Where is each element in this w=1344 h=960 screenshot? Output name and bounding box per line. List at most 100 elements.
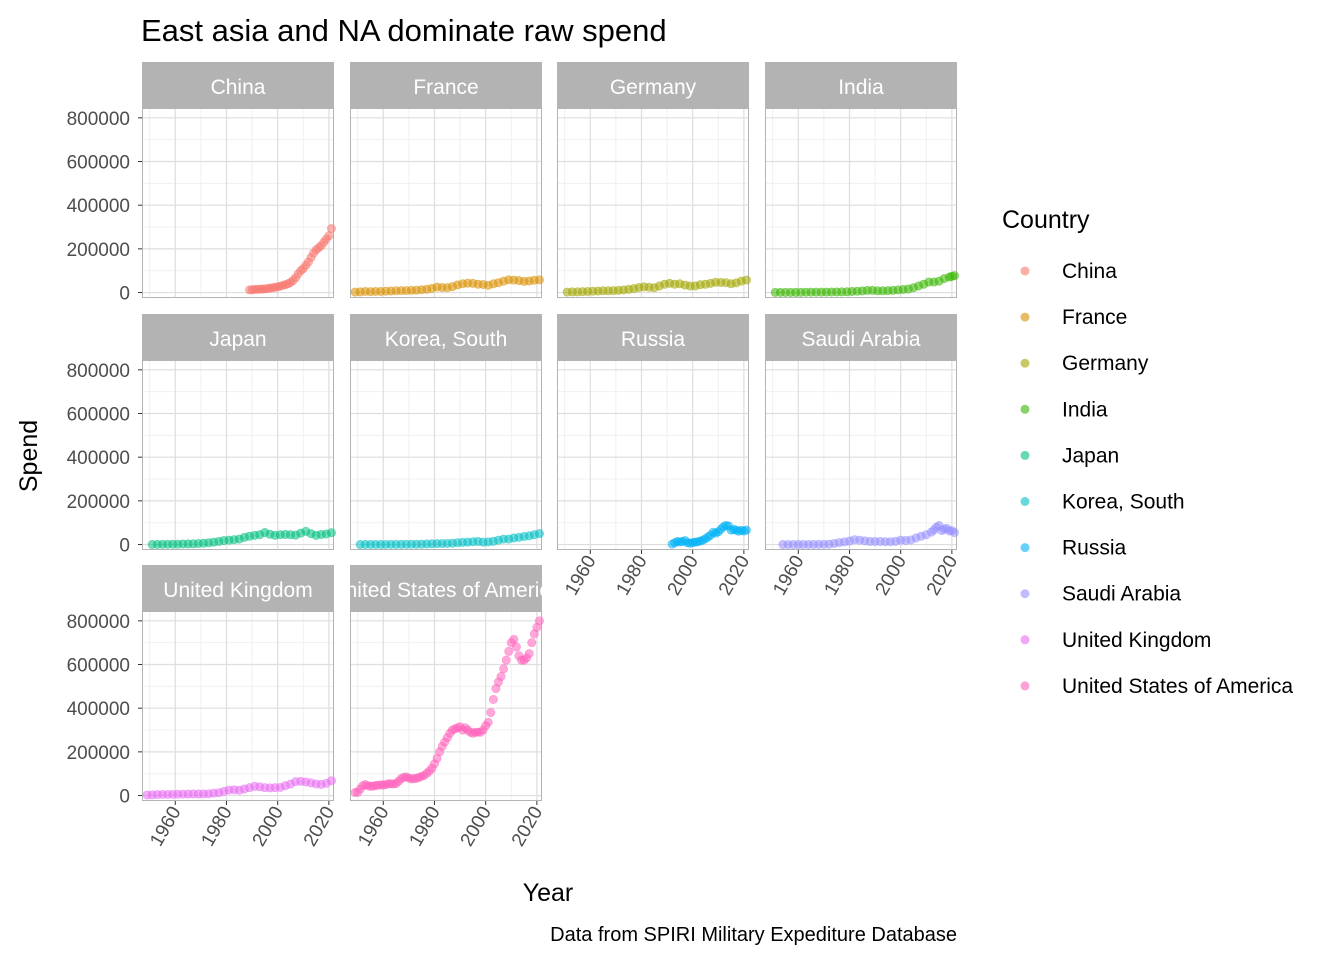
- legend-label: United States of America: [1062, 675, 1293, 698]
- legend-label: United Kingdom: [1062, 629, 1211, 652]
- panel-border: [142, 360, 334, 550]
- series-points-korea-south: [355, 529, 544, 550]
- legend-item-india: India: [1020, 398, 1108, 421]
- data-point: [534, 275, 544, 285]
- facet-strip: [557, 62, 749, 108]
- panel-grid: [143, 361, 333, 549]
- legend-title: Country: [1002, 206, 1090, 234]
- x-tick-label: 2000: [457, 803, 496, 850]
- data-point: [483, 717, 493, 727]
- facet-united-states-of-america: United States of America 1960 1980 2000 2020: [350, 565, 547, 850]
- panel-grid: [143, 612, 333, 800]
- x-tick-label: 2020: [923, 552, 962, 599]
- x-tick-label: 2000: [664, 552, 703, 599]
- facet-india: India: [765, 62, 959, 298]
- data-point: [741, 525, 751, 535]
- legend-key: [1020, 589, 1030, 599]
- panel-grid: [351, 612, 541, 800]
- facet-strip-label: China: [211, 76, 266, 99]
- data-point: [527, 638, 537, 648]
- x-tick-label: 1980: [612, 552, 651, 599]
- facet-japan: Japan 0 200000 400000 600000 800000: [67, 314, 336, 557]
- legend-label: Korea, South: [1062, 491, 1185, 514]
- x-tick-label: 1960: [354, 803, 393, 850]
- facet-saudi-arabia: Saudi Arabia 1960 1980 2000 2020: [765, 314, 962, 599]
- series-points-united-kingdom: [142, 776, 336, 800]
- legend-key: [1020, 404, 1030, 414]
- data-point: [509, 634, 519, 644]
- y-tick-label: 400000: [67, 448, 130, 469]
- facet-strip-label: Japan: [209, 328, 266, 351]
- panel-border: [765, 108, 957, 298]
- legend-item-united-states-of-america: United States of America: [1020, 675, 1293, 698]
- data-point: [486, 708, 496, 718]
- facet-panels: China 0 200000 400000 600000 800000 France Germ…: [67, 62, 962, 850]
- panel-border: [142, 611, 334, 801]
- y-tick-label: 600000: [67, 656, 130, 677]
- x-tick-label: 1980: [405, 803, 444, 850]
- facet-strip: [142, 565, 334, 611]
- panel-border: [350, 360, 542, 550]
- facet-china: China 0 200000 400000 600000 800000: [67, 62, 336, 305]
- legend-label: India: [1062, 398, 1108, 421]
- chart-caption: Data from SPIRI Military Expediture Data…: [550, 924, 957, 946]
- legend-key: [1020, 450, 1030, 460]
- data-point: [496, 672, 506, 682]
- facet-strip-label: France: [413, 76, 478, 99]
- y-tick-label: 600000: [67, 405, 130, 426]
- panel-border: [350, 108, 542, 298]
- legend-item-china: China: [1020, 260, 1117, 283]
- series-points-france: [350, 275, 544, 297]
- y-tick-label: 0: [119, 536, 130, 557]
- y-tick-label: 800000: [67, 612, 130, 633]
- x-tick-label: 2020: [508, 803, 547, 850]
- facet-strip: [765, 62, 957, 108]
- legend-item-korea-south: Korea, South: [1020, 491, 1185, 514]
- legend-item-japan: Japan: [1020, 444, 1119, 467]
- facet-strip: [350, 62, 542, 108]
- data-point: [326, 224, 336, 234]
- data-point: [504, 646, 514, 656]
- y-tick-label: 0: [119, 284, 130, 305]
- facet-russia: Russia 1960 1980 2000 2020: [557, 314, 754, 599]
- facet-germany: Germany: [557, 62, 751, 298]
- series-points-germany: [562, 275, 751, 297]
- x-axis-title: Year: [523, 879, 574, 907]
- y-tick-label: 200000: [67, 492, 130, 513]
- facet-strip: [765, 314, 957, 360]
- legend-key: [1020, 635, 1030, 645]
- facet-strip: [557, 314, 749, 360]
- panel-border: [765, 360, 957, 550]
- series-points-united-states-of-america: [350, 616, 544, 797]
- panel-border: [557, 360, 749, 550]
- facet-strip: [142, 314, 334, 360]
- data-point: [741, 275, 751, 285]
- series-points-china: [245, 224, 336, 295]
- y-tick-label: 400000: [67, 699, 130, 720]
- panel-grid: [766, 361, 956, 549]
- facet-united-kingdom: United Kingdom 0 200000 400000 600000 800000 1…: [67, 565, 339, 850]
- x-tick-label: 1960: [146, 803, 185, 850]
- facet-strip-label: Russia: [621, 328, 686, 351]
- x-tick-label: 2000: [249, 803, 288, 850]
- x-tick-label: 1980: [197, 803, 236, 850]
- panel-grid: [351, 361, 541, 549]
- panel-grid: [558, 361, 748, 549]
- legend-key: [1020, 266, 1030, 276]
- data-point: [488, 694, 498, 704]
- y-tick-label: 800000: [67, 109, 130, 130]
- legend-item-united-kingdom: United Kingdom: [1020, 629, 1211, 652]
- panel-border: [557, 108, 749, 298]
- data-point: [534, 529, 544, 539]
- data-point: [511, 642, 521, 652]
- facet-strip-label: United Kingdom: [163, 579, 312, 602]
- y-tick-label: 600000: [67, 153, 130, 174]
- legend-label: Japan: [1062, 444, 1119, 467]
- legend-label: Germany: [1062, 352, 1149, 375]
- legend-label: China: [1062, 260, 1117, 283]
- series-points-india: [770, 271, 959, 297]
- x-tick-label: 1980: [820, 552, 859, 599]
- facet-strip-label: Saudi Arabia: [801, 328, 920, 351]
- x-tick-label: 2020: [715, 552, 754, 599]
- y-tick-label: 800000: [67, 361, 130, 382]
